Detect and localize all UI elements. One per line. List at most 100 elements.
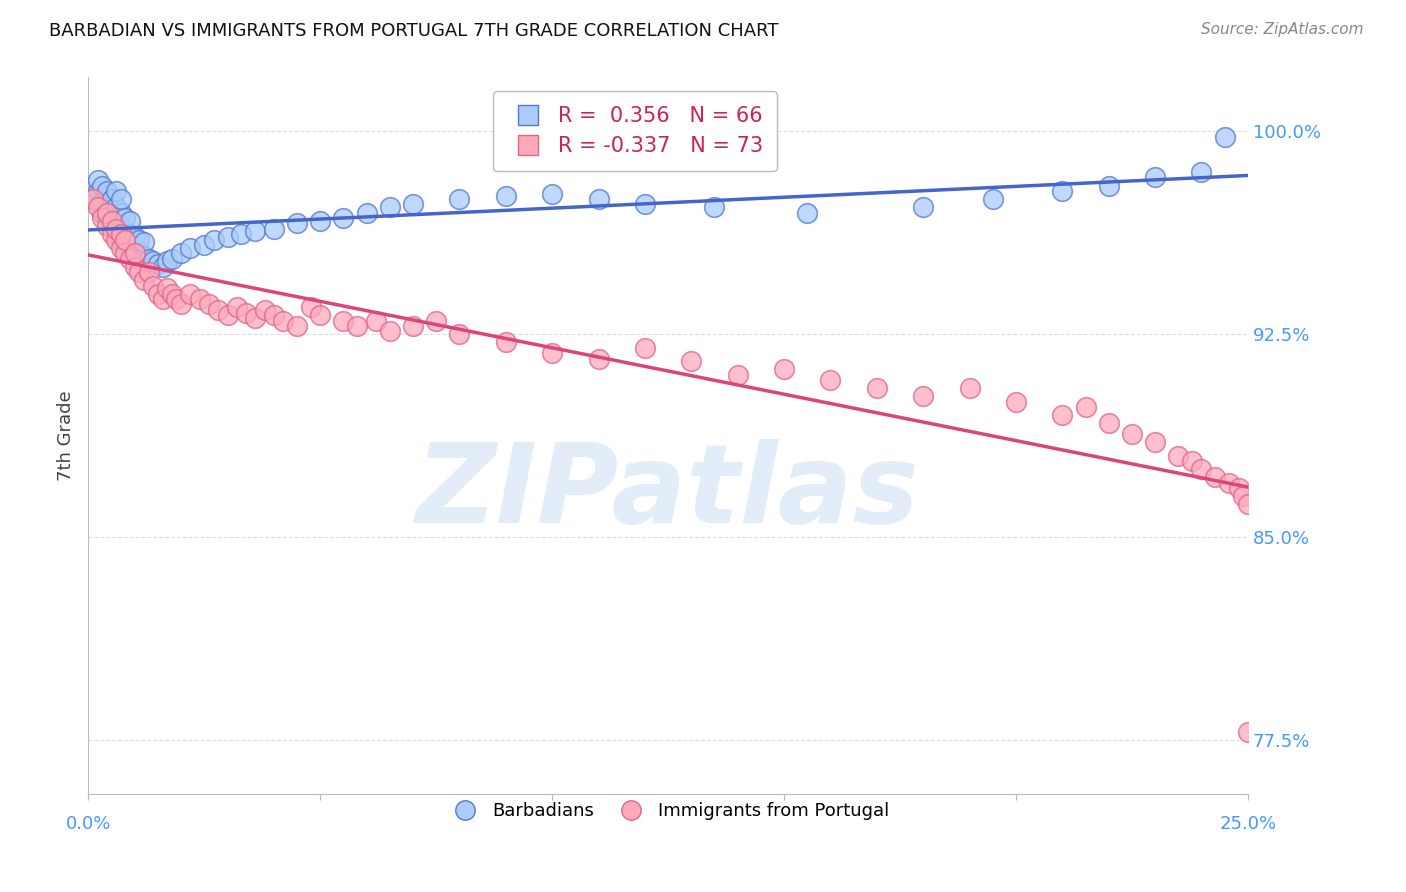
Point bbox=[425, 314, 447, 328]
Point bbox=[198, 297, 221, 311]
Point bbox=[225, 300, 247, 314]
Y-axis label: 7th Grade: 7th Grade bbox=[58, 390, 75, 481]
Point bbox=[96, 184, 118, 198]
Point bbox=[1005, 394, 1028, 409]
Point bbox=[100, 192, 122, 206]
Point bbox=[495, 335, 517, 350]
Point bbox=[110, 233, 132, 247]
Point bbox=[132, 273, 155, 287]
Point bbox=[110, 192, 132, 206]
Point bbox=[114, 211, 136, 225]
Point bbox=[1218, 475, 1240, 490]
Point bbox=[146, 286, 169, 301]
Point bbox=[120, 241, 142, 255]
Point bbox=[1191, 462, 1213, 476]
Point bbox=[86, 200, 108, 214]
Point bbox=[160, 252, 183, 266]
Point bbox=[120, 213, 142, 227]
Point bbox=[105, 225, 128, 239]
Point bbox=[202, 233, 225, 247]
Point bbox=[100, 219, 122, 233]
Point bbox=[124, 230, 146, 244]
Point bbox=[124, 260, 146, 274]
Point bbox=[110, 205, 132, 219]
Point bbox=[138, 265, 160, 279]
Point bbox=[541, 346, 564, 360]
Point bbox=[179, 286, 201, 301]
Point bbox=[634, 341, 657, 355]
Point bbox=[86, 173, 108, 187]
Point bbox=[156, 281, 179, 295]
Point bbox=[91, 205, 114, 219]
Point bbox=[231, 227, 253, 242]
Point bbox=[100, 205, 122, 219]
Point bbox=[820, 373, 842, 387]
Text: ZIPatlas: ZIPatlas bbox=[416, 440, 920, 547]
Point bbox=[495, 189, 517, 203]
Point bbox=[124, 244, 146, 258]
Point bbox=[96, 205, 118, 219]
Point bbox=[105, 213, 128, 227]
Point bbox=[156, 254, 179, 268]
Point bbox=[114, 225, 136, 239]
Point bbox=[82, 192, 104, 206]
Point bbox=[1167, 449, 1189, 463]
Point bbox=[120, 252, 142, 266]
Point bbox=[1204, 470, 1226, 484]
Point bbox=[142, 254, 165, 268]
Point bbox=[981, 192, 1004, 206]
Point bbox=[1232, 489, 1254, 503]
Point bbox=[309, 308, 332, 322]
Point bbox=[796, 205, 818, 219]
Point bbox=[1237, 724, 1260, 739]
Point bbox=[193, 238, 215, 252]
Point bbox=[263, 308, 285, 322]
Point bbox=[132, 235, 155, 250]
Point bbox=[959, 381, 981, 395]
Point bbox=[588, 192, 610, 206]
Point bbox=[449, 327, 471, 342]
Point bbox=[91, 194, 114, 209]
Point bbox=[152, 260, 174, 274]
Point bbox=[271, 314, 294, 328]
Point bbox=[541, 186, 564, 201]
Point bbox=[449, 192, 471, 206]
Point bbox=[1144, 170, 1167, 185]
Point bbox=[235, 305, 257, 319]
Point bbox=[114, 246, 136, 260]
Point bbox=[1213, 129, 1236, 144]
Point bbox=[773, 362, 796, 376]
Point bbox=[332, 314, 354, 328]
Point bbox=[166, 292, 188, 306]
Point bbox=[170, 246, 193, 260]
Point bbox=[253, 302, 276, 317]
Point bbox=[378, 325, 401, 339]
Point bbox=[160, 286, 183, 301]
Point bbox=[142, 278, 165, 293]
Point bbox=[91, 178, 114, 193]
Point bbox=[356, 205, 378, 219]
Point bbox=[299, 300, 322, 314]
Point bbox=[96, 200, 118, 214]
Point bbox=[120, 227, 142, 242]
Point bbox=[128, 233, 150, 247]
Point bbox=[114, 233, 136, 247]
Point bbox=[346, 319, 368, 334]
Text: Source: ZipAtlas.com: Source: ZipAtlas.com bbox=[1201, 22, 1364, 37]
Point bbox=[378, 200, 401, 214]
Point bbox=[105, 200, 128, 214]
Point bbox=[364, 314, 387, 328]
Point bbox=[110, 227, 132, 242]
Text: 0.0%: 0.0% bbox=[66, 815, 111, 833]
Point bbox=[217, 230, 239, 244]
Point bbox=[146, 257, 169, 271]
Point bbox=[217, 308, 239, 322]
Point bbox=[105, 233, 128, 247]
Point bbox=[105, 221, 128, 235]
Point bbox=[152, 292, 174, 306]
Point bbox=[588, 351, 610, 366]
Point bbox=[96, 219, 118, 233]
Point bbox=[703, 200, 725, 214]
Point bbox=[1074, 400, 1097, 414]
Point bbox=[1098, 178, 1121, 193]
